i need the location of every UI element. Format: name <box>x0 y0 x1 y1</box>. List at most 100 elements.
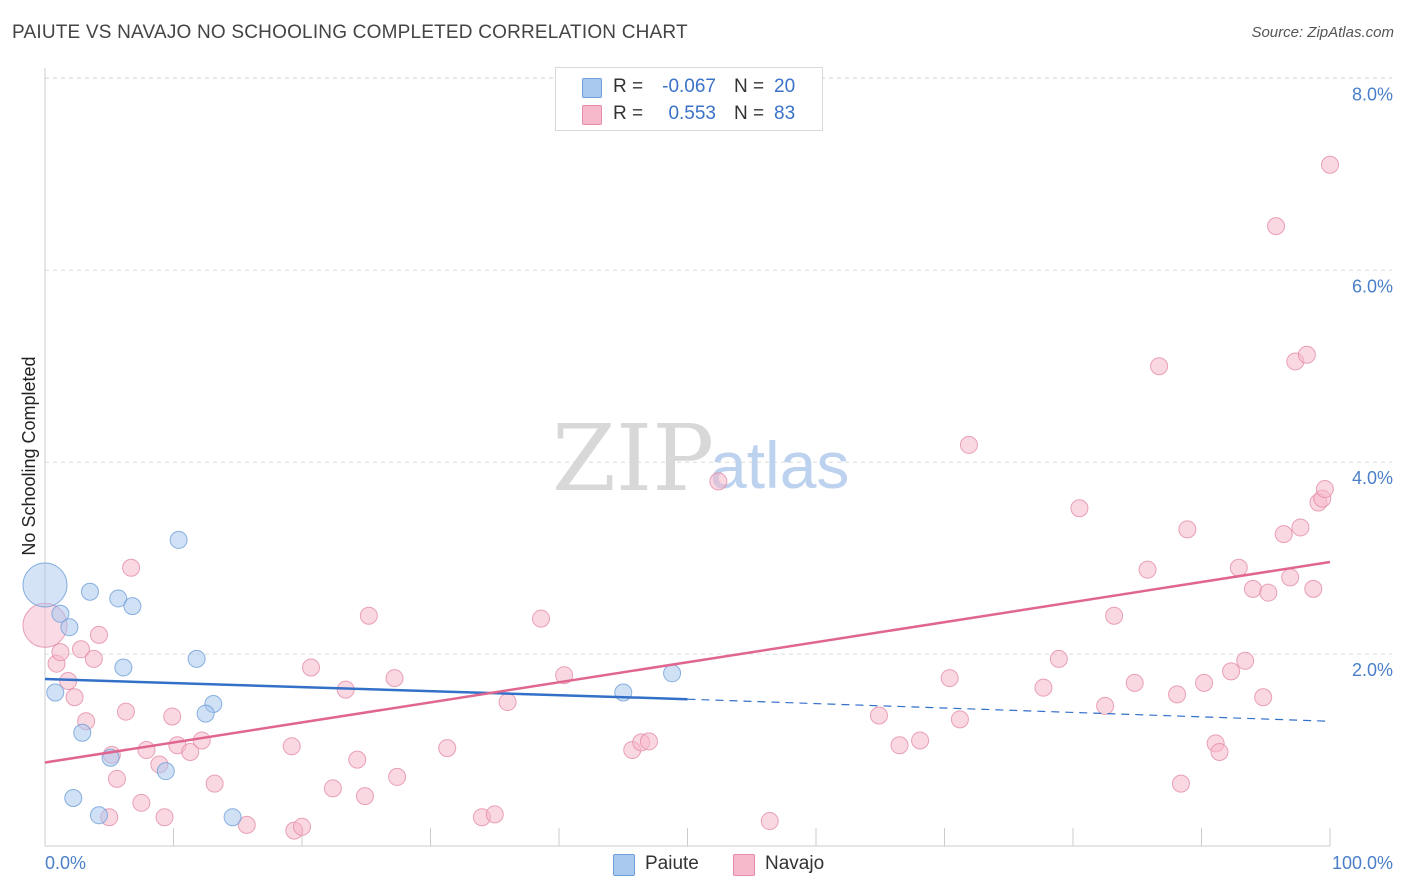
paiute-point-1 <box>51 604 70 623</box>
legend-item-navajo: Navajo <box>733 852 843 876</box>
navajo-point-69 <box>1243 579 1262 598</box>
paiute-swatch <box>582 78 602 98</box>
stats-box: R = -0.067 N = 20 R = 0.553 N = 83 <box>555 67 823 131</box>
navajo-point-55 <box>1096 696 1115 715</box>
navajo-point-39 <box>532 609 551 628</box>
navajo-point-22 <box>237 815 256 834</box>
navajo-point-26 <box>293 817 311 836</box>
navajo-point-62 <box>1178 520 1197 539</box>
legend-label-navajo: Navajo <box>765 853 825 874</box>
navajo-point-59 <box>1150 357 1169 376</box>
x-tick-label-0: 0.0% <box>45 853 86 873</box>
navajo-point-38 <box>498 693 517 712</box>
y-axis-label: No Schooling Completed <box>19 356 39 555</box>
navajo-point-20 <box>192 731 211 750</box>
navajo-point-4 <box>65 688 84 707</box>
paiute-point-4 <box>109 589 128 608</box>
navajo-point-58 <box>1138 560 1157 579</box>
navajo-point-45 <box>760 812 779 831</box>
navajo-point-30 <box>348 750 367 769</box>
paiute-point-0 <box>22 562 68 608</box>
navajo-point-5 <box>71 640 90 659</box>
navajo-point-81 <box>1315 480 1334 499</box>
navajo-point-54 <box>1070 499 1089 518</box>
navajo-point-56 <box>1105 606 1124 625</box>
navajo-point-11 <box>116 702 135 721</box>
navajo-point-70 <box>1254 688 1273 707</box>
paiute-point-19 <box>663 664 682 683</box>
paiute-point-16 <box>89 806 108 825</box>
navajo-point-77 <box>1297 345 1316 364</box>
navajo-point-82 <box>1321 155 1339 174</box>
navajo-point-57 <box>1125 673 1144 692</box>
navajo-point-48 <box>911 731 930 750</box>
paiute-point-3 <box>80 582 99 601</box>
navajo-point-72 <box>1267 217 1286 236</box>
navajo-point-10 <box>107 769 126 788</box>
navajo-point-47 <box>890 736 909 755</box>
navajo-point-73 <box>1274 525 1293 544</box>
navajo-point-33 <box>385 669 404 688</box>
navajo-point-68 <box>1236 651 1255 670</box>
source-label: Source: ZipAtlas.com <box>1251 24 1394 41</box>
navajo-point-7 <box>84 649 103 668</box>
navajo-point-53 <box>1049 649 1068 668</box>
navajo-point-12 <box>122 558 141 577</box>
navajo-point-34 <box>388 767 407 786</box>
chart-title: PAIUTE VS NAVAJO NO SCHOOLING COMPLETED … <box>12 22 688 43</box>
navajo-point-17 <box>163 707 182 726</box>
watermark-atlas: atlas <box>710 428 849 502</box>
navajo-point-31 <box>355 787 374 806</box>
r-value: -0.067 <box>662 76 716 97</box>
n-label: N = <box>734 103 765 124</box>
n-value: 20 <box>774 76 796 97</box>
navajo-point-44 <box>709 472 728 491</box>
navajo-point-71 <box>1259 583 1278 602</box>
paiute-point-9 <box>187 649 206 668</box>
navajo-point-63 <box>1195 673 1214 692</box>
paiute-trend-extension <box>687 698 1331 722</box>
navajo-swatch <box>582 105 602 125</box>
navajo-point-60 <box>1168 685 1187 704</box>
navajo-point-50 <box>950 710 969 729</box>
navajo-point-49 <box>940 669 959 688</box>
navajo-point-66 <box>1222 662 1241 681</box>
stats-row-paiute: R = -0.067 N = 20 <box>556 74 822 100</box>
navajo-point-32 <box>359 606 378 625</box>
navajo-point-16 <box>155 808 174 827</box>
navajo-trend-line <box>44 560 1331 764</box>
legend-swatch-paiute <box>613 854 635 876</box>
navajo-point-8 <box>89 625 108 644</box>
n-label: N = <box>734 76 765 97</box>
paiute-trend-line <box>44 677 688 701</box>
navajo-point-67 <box>1229 558 1248 577</box>
navajo-point-28 <box>323 779 342 798</box>
stats-row-navajo: R = 0.553 N = 83 <box>556 101 822 127</box>
navajo-point-78 <box>1304 579 1323 598</box>
navajo-point-2 <box>51 643 70 662</box>
legend-item-paiute: Paiute <box>613 852 723 876</box>
x-tick-label-1: 100.0% <box>1332 853 1393 873</box>
legend-label-paiute: Paiute <box>645 853 699 874</box>
r-value: 0.553 <box>668 103 716 124</box>
navajo-point-43 <box>639 732 658 751</box>
paiute-point-5 <box>123 597 142 616</box>
navajo-point-46 <box>869 706 888 725</box>
watermark: ZIP atlas <box>552 405 849 512</box>
r-label: R = <box>613 76 644 97</box>
navajo-point-27 <box>301 658 320 677</box>
navajo-point-21 <box>205 774 224 793</box>
paiute-point-6 <box>169 530 188 549</box>
navajo-point-65 <box>1210 742 1229 761</box>
n-value: 83 <box>774 103 796 124</box>
legend-swatch-navajo <box>733 854 755 876</box>
navajo-point-51 <box>959 435 978 454</box>
navajo-point-14 <box>137 741 156 760</box>
grid-lines <box>45 77 1392 655</box>
navajo-point-61 <box>1171 774 1190 793</box>
navajo-point-35 <box>438 739 457 758</box>
paiute-point-2 <box>60 618 79 637</box>
watermark-zip: ZIP <box>552 405 714 512</box>
navajo-point-52 <box>1034 678 1053 697</box>
y-tick-label-0: 2.0% <box>1352 660 1393 680</box>
